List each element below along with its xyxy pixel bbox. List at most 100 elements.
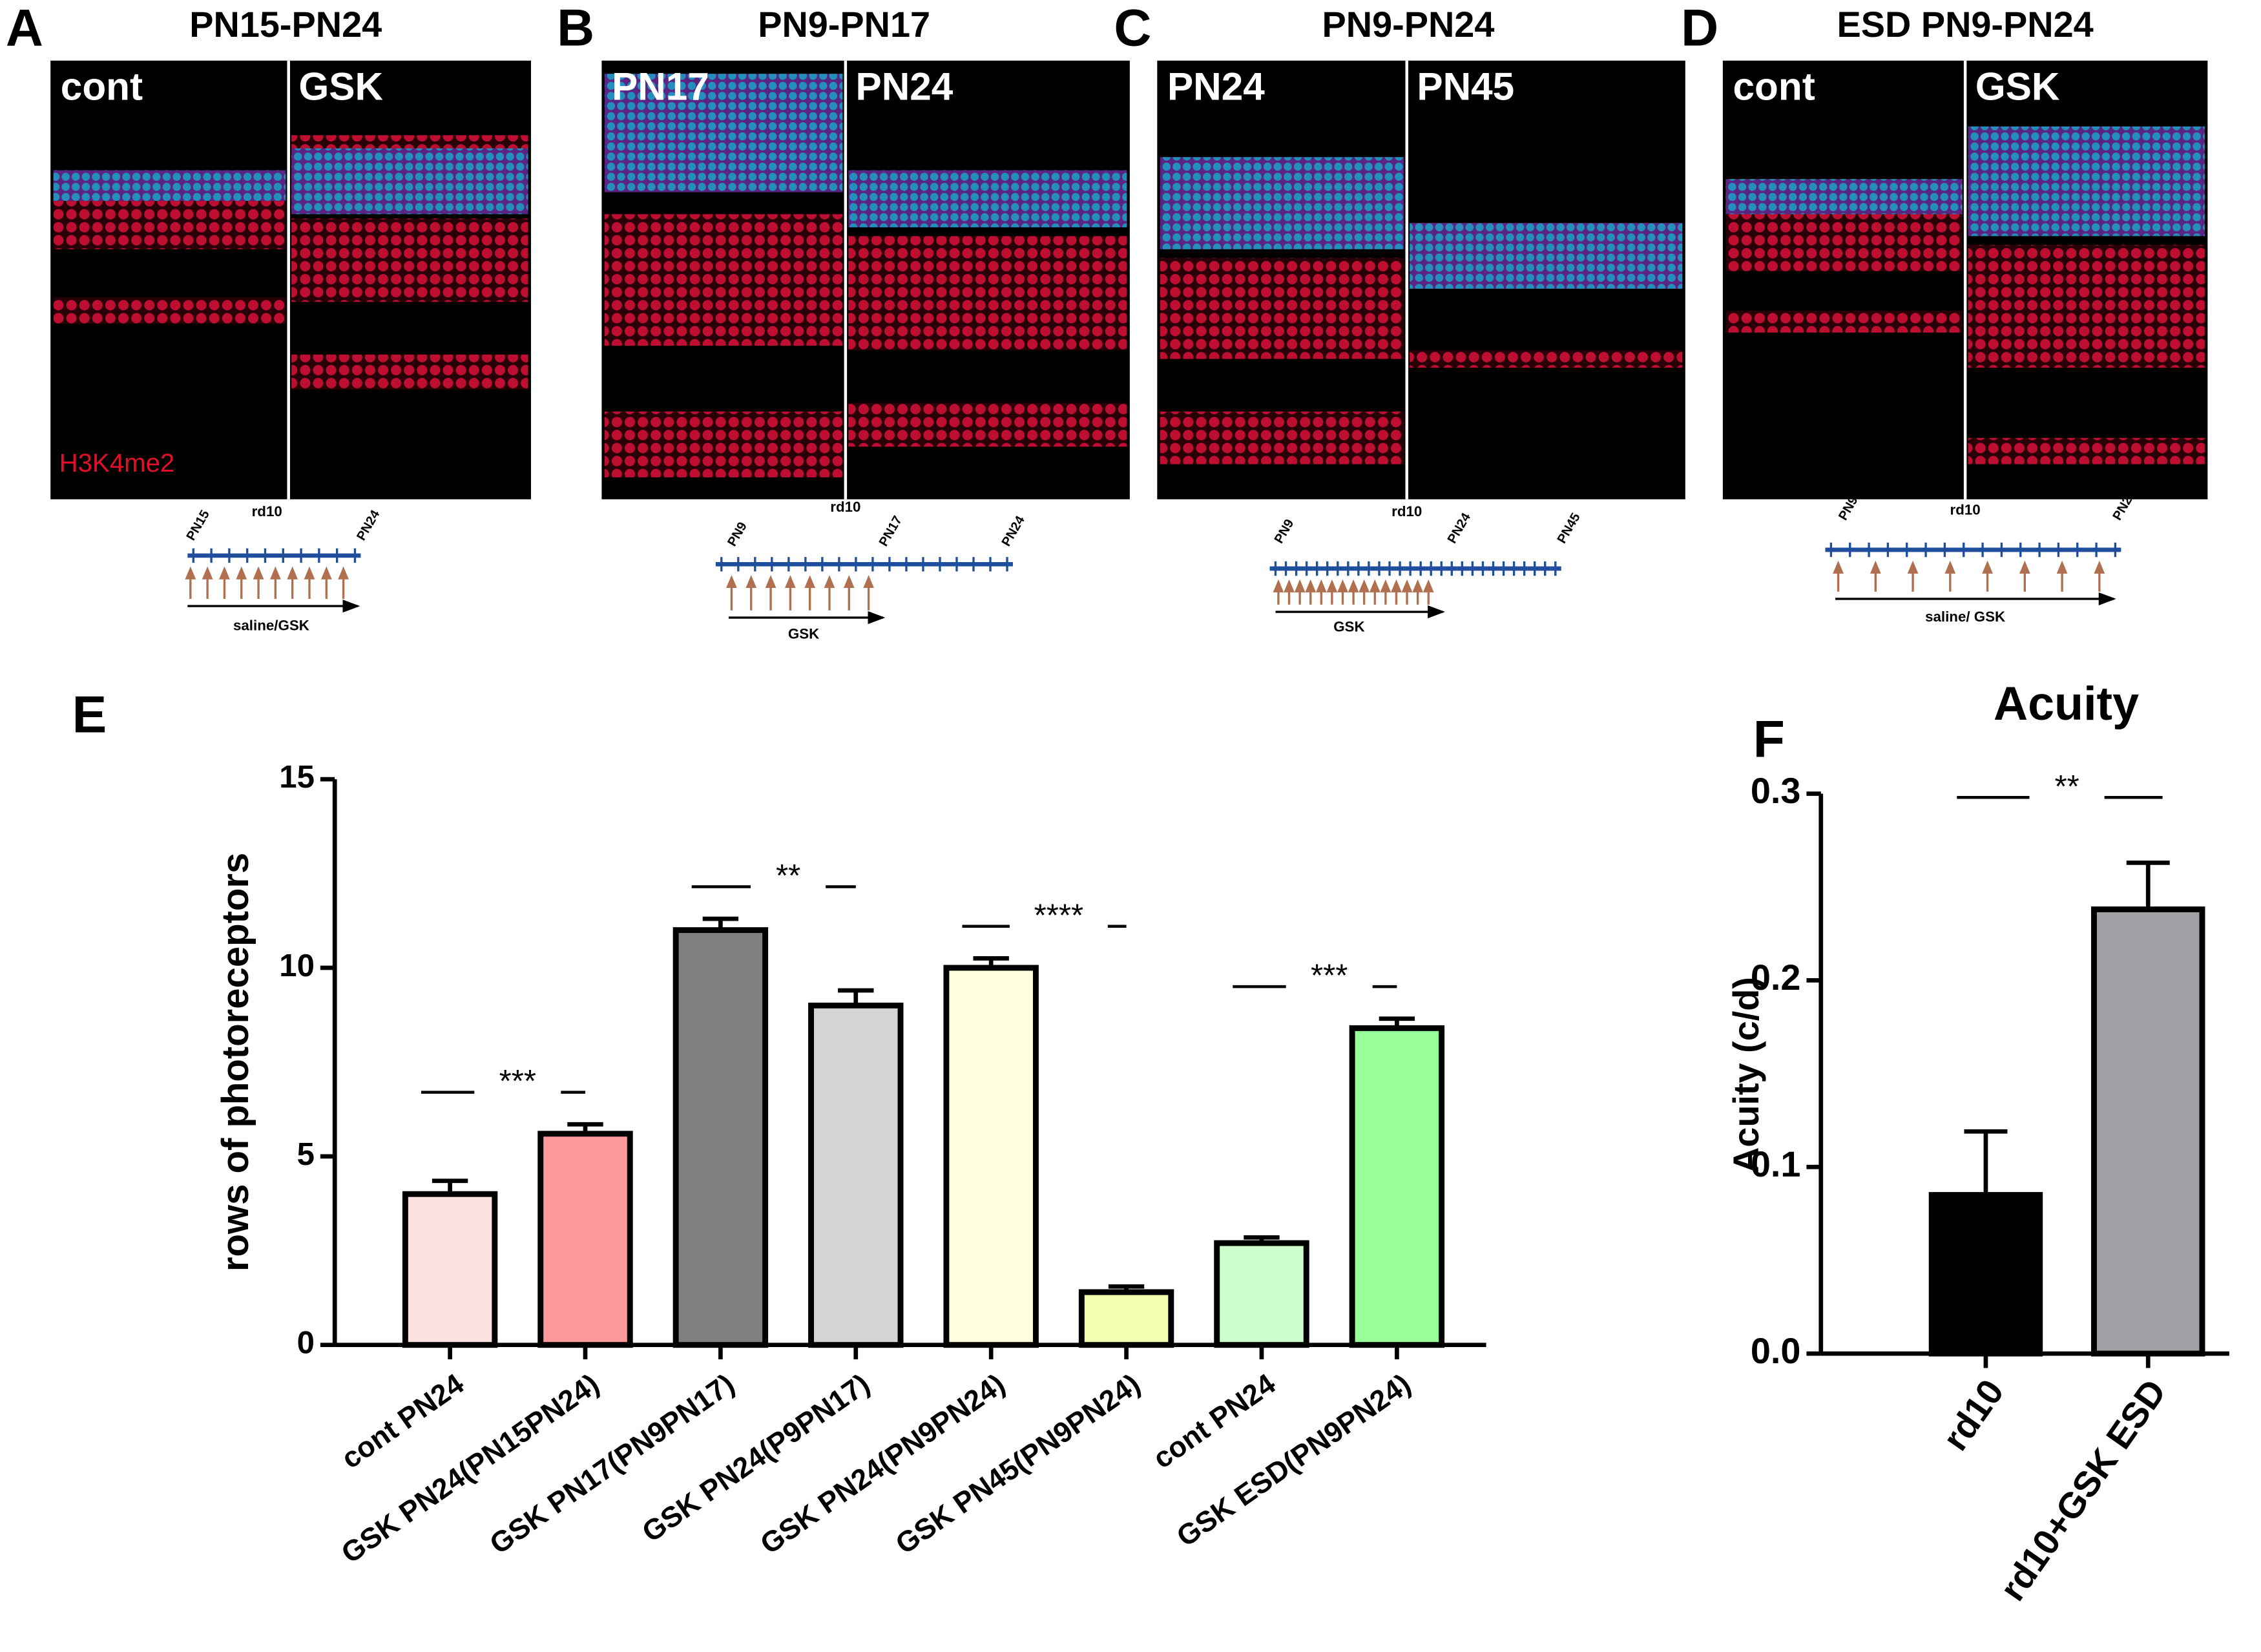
timeline-label: PN24 — [354, 507, 383, 543]
cell-layer — [1160, 412, 1404, 465]
cell-layer — [53, 297, 286, 324]
treatment-label: saline/GSK — [233, 617, 309, 633]
treatment-label: GSK — [788, 626, 819, 642]
significance-label: **** — [1034, 898, 1083, 933]
timeline-label: PN17 — [877, 514, 905, 549]
bar — [943, 965, 1039, 1348]
panel-title: PN9-PN24 — [1322, 4, 1495, 45]
x-tick-label: GSK ESD(PN9PN24) — [1171, 1368, 1417, 1553]
y-tick-label: 0.3 — [1751, 770, 1801, 811]
panel-title: ESD PN9-PN24 — [1837, 4, 2094, 45]
cell-layer — [1410, 350, 1683, 368]
x-tick-label: GSK PN24(PN9PN24) — [755, 1368, 1010, 1560]
image-panel: A PN15-PN24 cont GSK H3K4me2 saline/GSK rd10 PN… — [6, 0, 531, 633]
cell-layer — [848, 403, 1127, 447]
cell-layer — [1968, 244, 2205, 368]
panel-letter: B — [557, 0, 594, 57]
cell-layer — [1410, 223, 1683, 289]
model-label: rd10 — [830, 499, 860, 515]
panel-letter: C — [1114, 0, 1151, 57]
cell-layer — [53, 170, 286, 202]
timeline-label: PN24 — [999, 513, 1028, 549]
panel-letter: E — [72, 686, 107, 744]
bar-chart: F Acuity Acuity (c/d) 0.0 0.1 0.2 0.3 rd10rd10+… — [1725, 676, 2229, 1608]
cell-layer — [1968, 126, 2205, 236]
left-label: cont — [61, 64, 143, 108]
cell-layer — [1160, 157, 1404, 249]
panel-letter: A — [6, 0, 43, 57]
y-tick-label: 0 — [297, 1326, 315, 1361]
cell-layer — [291, 218, 528, 302]
y-tick-label: 0.0 — [1751, 1330, 1801, 1371]
cell-layer — [291, 148, 528, 214]
left-label: PN17 — [612, 64, 709, 108]
timeline-label: PN24 — [1445, 510, 1474, 546]
timeline-label: PN9 — [725, 520, 750, 549]
panel-letter: F — [1753, 711, 1785, 769]
x-tick-label: rd10+GSK ESD — [1992, 1372, 2174, 1607]
cell-layer — [1725, 310, 1963, 333]
model-label: rd10 — [1950, 502, 1981, 518]
timeline-label: PN9 — [1272, 517, 1297, 546]
x-tick-label: rd10 — [1934, 1372, 2011, 1458]
panel-letter: D — [1681, 0, 1718, 57]
stain-label: H3K4me2 — [59, 448, 175, 477]
significance-label: ** — [776, 859, 800, 894]
cell-layer — [1725, 214, 1963, 271]
cell-layer — [604, 74, 843, 193]
model-label: rd10 — [1391, 503, 1422, 519]
treatment-label: GSK — [1333, 619, 1364, 635]
left-label: cont — [1733, 64, 1815, 108]
panel-title: PN15-PN24 — [189, 4, 382, 45]
y-tick-label: 0.1 — [1751, 1144, 1801, 1184]
model-label: rd10 — [252, 503, 282, 519]
x-tick-label: GSK PN24(PN15PN24) — [336, 1368, 605, 1569]
cell-layer — [1968, 437, 2205, 465]
cell-layer — [53, 201, 286, 249]
image-panel: C PN9-PN24 PN24 PN45 GSK rd10 PN9 PN24 PN45 — [1114, 0, 1685, 635]
cell-layer — [1160, 258, 1404, 359]
x-tick-label: GSK PN45(PN9PN24) — [890, 1368, 1146, 1560]
cell-layer — [604, 214, 843, 346]
bar — [1078, 1289, 1174, 1348]
y-tick-label: 0.2 — [1751, 957, 1801, 998]
cell-layer — [1725, 179, 1963, 214]
bar — [808, 1002, 904, 1348]
bar — [402, 1191, 498, 1348]
image-panel: B PN9-PN17 PN17 PN24 GSK rd10 PN9 PN17 PN24 — [557, 0, 1130, 642]
significance-label: ** — [2054, 769, 2079, 804]
treatment-label: saline/ GSK — [1925, 609, 2005, 625]
significance-label: *** — [1311, 959, 1348, 994]
right-label: GSK — [298, 64, 383, 108]
cell-layer — [848, 170, 1127, 227]
bar — [1214, 1240, 1309, 1348]
bar — [1349, 1025, 1445, 1348]
y-tick-label: 15 — [279, 760, 315, 795]
right-label: PN24 — [856, 64, 953, 108]
cell-layer — [291, 135, 528, 149]
x-tick-label: cont PN24 — [1147, 1368, 1281, 1474]
timeline-label: PN45 — [1555, 510, 1583, 546]
x-tick-label: cont PN24 — [336, 1368, 470, 1474]
cell-layer — [848, 236, 1127, 350]
left-label: PN24 — [1167, 64, 1265, 108]
bar — [672, 927, 769, 1348]
right-label: PN45 — [1417, 64, 1514, 108]
y-tick-label: 10 — [279, 948, 315, 983]
y-axis-label: Acuity (c/d) — [1725, 977, 1766, 1173]
right-label: GSK — [1975, 64, 2060, 108]
bar — [537, 1131, 633, 1348]
bar — [1928, 1192, 2043, 1357]
cell-layer — [604, 412, 843, 477]
x-tick-label: GSK PN24(P9PN17) — [637, 1368, 876, 1548]
timeline-label: PN15 — [184, 508, 213, 543]
significance-label: *** — [499, 1064, 536, 1099]
x-tick-label: GSK PN17(PN9PN17) — [484, 1368, 740, 1560]
panel-title: PN9-PN17 — [758, 4, 930, 45]
chart-title: Acuity — [1994, 676, 2139, 730]
bar — [2090, 906, 2205, 1357]
